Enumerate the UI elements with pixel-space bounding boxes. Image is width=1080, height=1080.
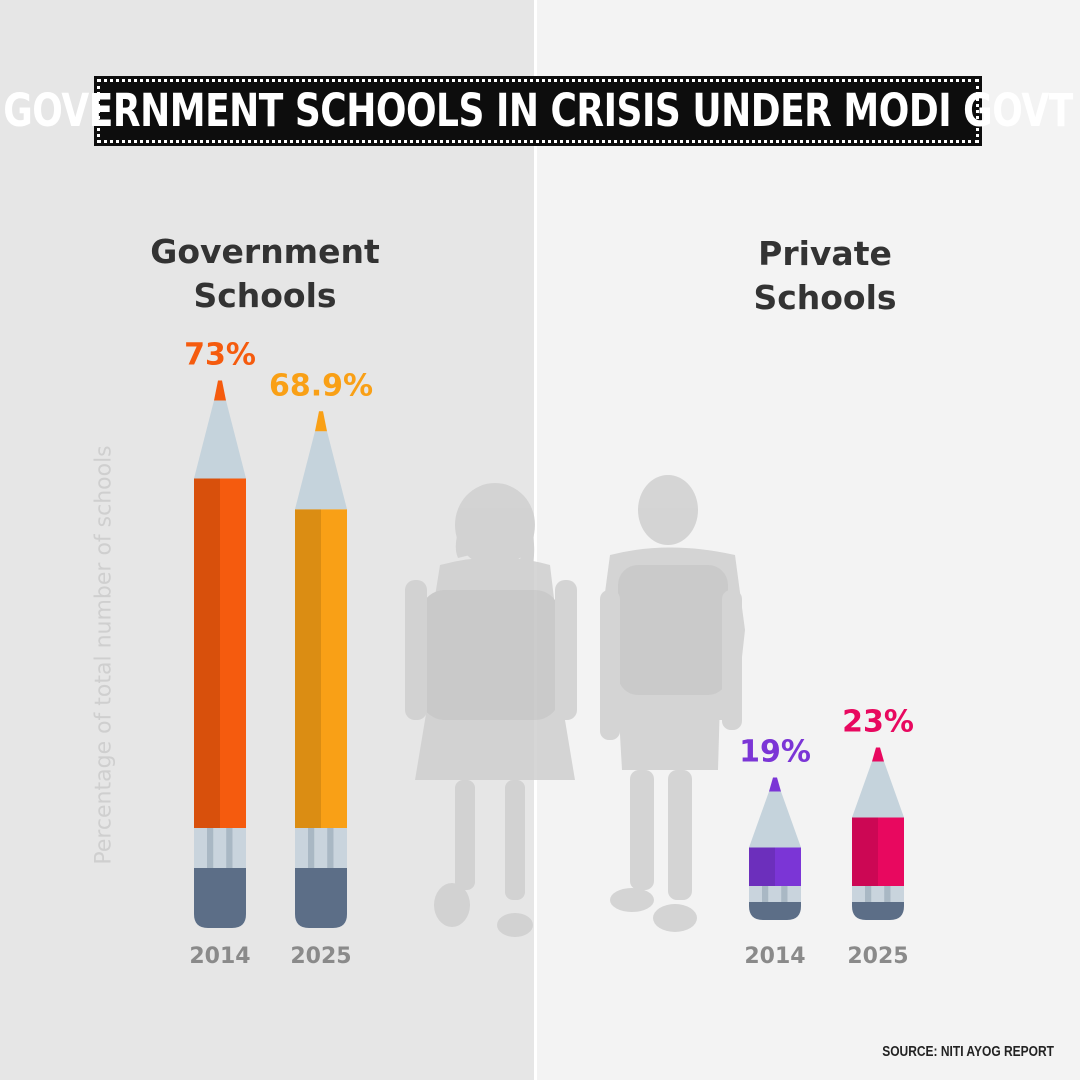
pencil-body-left bbox=[295, 509, 321, 828]
x-tick-label: 2014 bbox=[744, 944, 805, 969]
pencil-ferrule-stripe bbox=[207, 828, 214, 868]
pencil-tip bbox=[194, 400, 246, 479]
pencil-body-left bbox=[749, 847, 775, 886]
pencil-bar bbox=[749, 777, 801, 920]
data-label: 23% bbox=[842, 705, 914, 740]
data-label: 19% bbox=[739, 735, 811, 770]
pencil-lead bbox=[769, 777, 781, 792]
pencil-ferrule-stripe bbox=[884, 886, 891, 902]
pencil-ferrule-stripe bbox=[865, 886, 872, 902]
group-title-line: Schools bbox=[753, 278, 897, 317]
pencil-body-right bbox=[775, 847, 801, 886]
group-title-line: Schools bbox=[193, 276, 337, 315]
pencil-eraser bbox=[852, 902, 904, 920]
pencil-body-right bbox=[878, 817, 904, 886]
panel-divider bbox=[534, 0, 537, 1080]
pencil-eraser bbox=[295, 868, 347, 928]
pencil-tip bbox=[749, 791, 801, 848]
pencil-body-left bbox=[194, 478, 220, 828]
pencil-ferrule bbox=[194, 828, 246, 868]
pencil-ferrule-stripe bbox=[762, 886, 769, 902]
pencil-lead bbox=[872, 747, 884, 762]
group-title-government: Government Schools bbox=[140, 230, 390, 318]
group-title-private: Private Schools bbox=[715, 232, 935, 320]
pencil-ferrule bbox=[295, 828, 347, 868]
x-tick-label: 2025 bbox=[847, 944, 908, 969]
x-tick-label: 2014 bbox=[189, 944, 250, 969]
group-title-line: Government bbox=[150, 232, 380, 271]
pencil-bar bbox=[852, 747, 904, 920]
pencil-eraser bbox=[749, 902, 801, 920]
pencil-ferrule bbox=[749, 886, 801, 902]
pencil-eraser bbox=[194, 868, 246, 928]
pencil-bar bbox=[194, 380, 246, 928]
chart-title: GOVERNMENT SCHOOLS IN CRISIS UNDER MODI … bbox=[3, 85, 1073, 137]
pencil-bar bbox=[295, 411, 347, 928]
pencil-tip bbox=[852, 761, 904, 818]
girl-silhouette bbox=[405, 483, 577, 937]
data-label: 68.9% bbox=[269, 368, 373, 403]
pencil-ferrule bbox=[852, 886, 904, 902]
group-title-line: Private bbox=[758, 234, 892, 273]
pencil-lead bbox=[214, 380, 226, 401]
pencil-body-right bbox=[220, 478, 246, 828]
data-label: 73% bbox=[184, 338, 256, 373]
source-note: SOURCE: NITI AYOG REPORT bbox=[882, 1042, 1054, 1060]
pencil-ferrule-stripe bbox=[327, 828, 334, 868]
pencil-tip bbox=[295, 431, 347, 510]
pencil-ferrule-stripe bbox=[226, 828, 233, 868]
pencil-body-left bbox=[852, 817, 878, 886]
boy-silhouette bbox=[600, 475, 745, 932]
pencil-ferrule-stripe bbox=[308, 828, 315, 868]
x-tick-label: 2025 bbox=[290, 944, 351, 969]
title-banner: GOVERNMENT SCHOOLS IN CRISIS UNDER MODI … bbox=[3, 76, 1073, 146]
pencil-body-right bbox=[321, 509, 347, 828]
pencil-lead bbox=[315, 411, 327, 432]
pencil-ferrule-stripe bbox=[781, 886, 788, 902]
